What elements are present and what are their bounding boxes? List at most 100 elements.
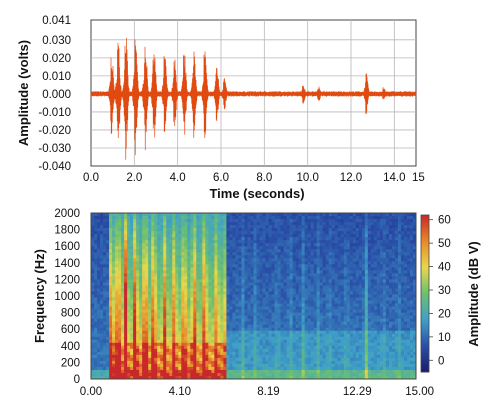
spectrogram-cell xyxy=(286,354,291,359)
spectrogram-cell xyxy=(172,321,176,326)
spectrogram-cell xyxy=(358,330,363,335)
spectrogram-cell xyxy=(217,237,221,241)
spectrogram-cell xyxy=(202,372,206,377)
spectrogram-cell xyxy=(280,264,284,268)
spectrogram-cell xyxy=(193,282,197,286)
spectrogram-cell xyxy=(226,231,230,235)
spectrogram-cell xyxy=(244,222,248,226)
spectrogram-cell xyxy=(118,240,122,244)
spectrogram-cell xyxy=(190,363,194,368)
spectrogram-cell xyxy=(319,231,324,235)
spectrogram-cell xyxy=(106,261,110,265)
spectrogram-cell xyxy=(214,339,218,344)
spectrogram-cell xyxy=(139,345,143,350)
spectrogram-cell xyxy=(133,312,137,317)
spectrogram-cell xyxy=(169,309,173,313)
spectrogram-cell xyxy=(130,345,134,350)
spectrogram-cell xyxy=(217,282,221,286)
spectrogram-cell xyxy=(97,225,101,229)
spectrogram-cell xyxy=(304,270,309,274)
spectrogram-cell xyxy=(265,333,269,338)
spectrogram-cell xyxy=(100,315,104,320)
spectrogram-cell xyxy=(232,258,236,262)
spectrogram-cell xyxy=(196,303,200,307)
spectrogram-cell xyxy=(223,333,227,338)
spectrogram-cell xyxy=(112,369,116,374)
spectrogram-cell xyxy=(199,246,203,250)
spectrogram-cell xyxy=(151,243,155,247)
spectrogram-cell xyxy=(331,261,336,265)
spectrogram-cell xyxy=(316,351,321,356)
spectrogram-cell xyxy=(280,348,284,353)
spectrogram-cell xyxy=(343,348,348,353)
spectrogram-cell xyxy=(196,252,200,256)
spectrogram-cell xyxy=(175,267,179,271)
spectrogram-cell xyxy=(112,246,116,250)
spectrogram-cell xyxy=(346,318,351,323)
spectrogram-cell xyxy=(286,252,291,256)
spectrogram-cell xyxy=(295,327,300,332)
spectrogram-cell xyxy=(217,351,221,356)
spectrogram-cell xyxy=(121,315,125,320)
spectrogram-cell xyxy=(187,276,191,280)
spectrogram-cell xyxy=(286,351,291,356)
spectrogram-cell xyxy=(271,279,275,283)
spectrogram-cell xyxy=(184,360,188,365)
spectrogram-cell xyxy=(142,342,146,347)
spectrogram-cell xyxy=(349,270,354,274)
spectrogram-cell xyxy=(292,276,297,280)
spectrogram-cell xyxy=(169,330,173,335)
spectrogram-cell xyxy=(358,306,363,310)
spectrogram-cell xyxy=(301,282,306,286)
spectrogram-cell xyxy=(106,270,110,274)
spectrogram-cell xyxy=(178,354,182,359)
spectrogram-cell xyxy=(346,249,351,253)
spectrogram-cell xyxy=(310,288,315,292)
spectrogram-cell xyxy=(256,354,260,359)
spectrogram-cell xyxy=(109,321,113,326)
spectrogram-cell xyxy=(253,282,257,286)
spectrogram-cell xyxy=(112,213,116,217)
spectrogram-cell xyxy=(280,324,284,329)
spectrogram-cell xyxy=(280,258,284,262)
spectrogram-cell xyxy=(295,342,300,347)
spectrogram-cell xyxy=(196,339,200,344)
spectrogram-cell xyxy=(331,276,336,280)
spectrogram-cell xyxy=(163,228,167,232)
spectrogram-cell xyxy=(247,330,251,335)
spectrogram-cell xyxy=(178,330,182,335)
spectrogram-cell xyxy=(223,303,227,307)
spectrogram-cell xyxy=(331,228,336,232)
spectrogram-cell xyxy=(208,288,212,292)
spectrogram-cell xyxy=(124,276,128,280)
spectrogram-cell xyxy=(148,282,152,286)
spectrogram-cell xyxy=(151,351,155,356)
spectrogram-cell xyxy=(271,339,275,344)
spectrogram-cell xyxy=(172,279,176,283)
spectrogram-cell xyxy=(163,216,167,220)
spectrogram-cell xyxy=(346,348,351,353)
spectrogram-cell xyxy=(352,360,357,365)
spectrogram-cell xyxy=(277,336,281,341)
spectrogram-cell xyxy=(145,255,149,259)
spectrogram-cell xyxy=(127,360,131,365)
spectrogram-cell xyxy=(328,285,333,289)
spectrogram-cell xyxy=(196,240,200,244)
spectrogram-cell xyxy=(340,228,345,232)
spectrogram-cell xyxy=(193,219,197,223)
spectrogram-cell xyxy=(193,228,197,232)
spectrogram-cell xyxy=(238,291,242,295)
spectrogram-cell xyxy=(328,333,333,338)
spectrogram-cell xyxy=(163,297,167,301)
spectrogram-cell xyxy=(127,342,131,347)
spectrogram-cell xyxy=(115,264,119,268)
spectrogram-cell xyxy=(223,345,227,350)
spectrogram-cell xyxy=(322,228,327,232)
spectrogram-cell xyxy=(334,231,339,235)
spectrogram-cell xyxy=(112,309,116,313)
spectrogram-cell xyxy=(346,216,351,220)
spectrogram-cell xyxy=(220,321,224,326)
spectrogram-cell xyxy=(103,360,107,365)
spectrogram-cell xyxy=(175,327,179,332)
